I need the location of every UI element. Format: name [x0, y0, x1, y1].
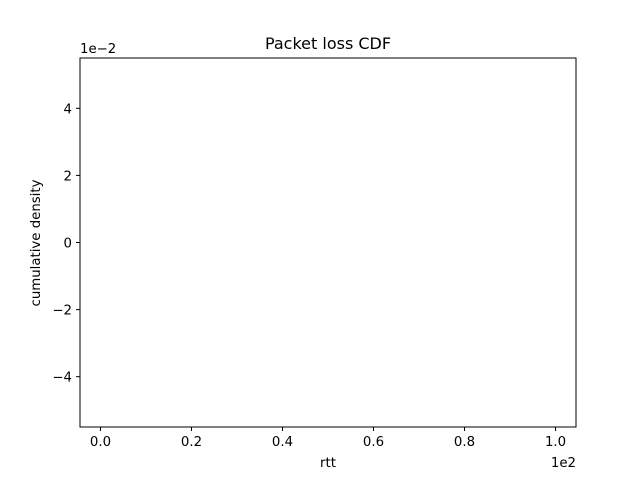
x-tick-label-0: 0.0 [90, 435, 111, 450]
chart-title: Packet loss CDF [265, 34, 391, 53]
x-axis-ticks: 0.0 0.2 0.4 0.6 0.8 1.0 [90, 427, 566, 450]
y-tick-label-3: 2 [64, 169, 72, 184]
x-tick-label-5: 1.0 [545, 435, 566, 450]
y-tick-label-0: −4 [52, 371, 72, 386]
y-axis-ticks: −4 −2 0 2 4 [52, 102, 80, 386]
plot-area-frame [79, 57, 577, 428]
y-tick-label-2: 0 [64, 237, 72, 252]
x-tick-label-1: 0.2 [181, 435, 202, 450]
x-tick-label-2: 0.4 [272, 435, 293, 450]
x-offset-label: 1e2 [551, 456, 576, 471]
y-axis-label: cumulative density [29, 179, 44, 306]
x-axis-label: rtt [320, 456, 336, 471]
x-tick-label-4: 0.8 [454, 435, 475, 450]
y-tick-label-1: −2 [52, 304, 72, 319]
y-offset-label: 1e−2 [80, 42, 116, 57]
y-tick-label-4: 4 [64, 102, 72, 117]
x-tick-label-3: 0.6 [363, 435, 384, 450]
